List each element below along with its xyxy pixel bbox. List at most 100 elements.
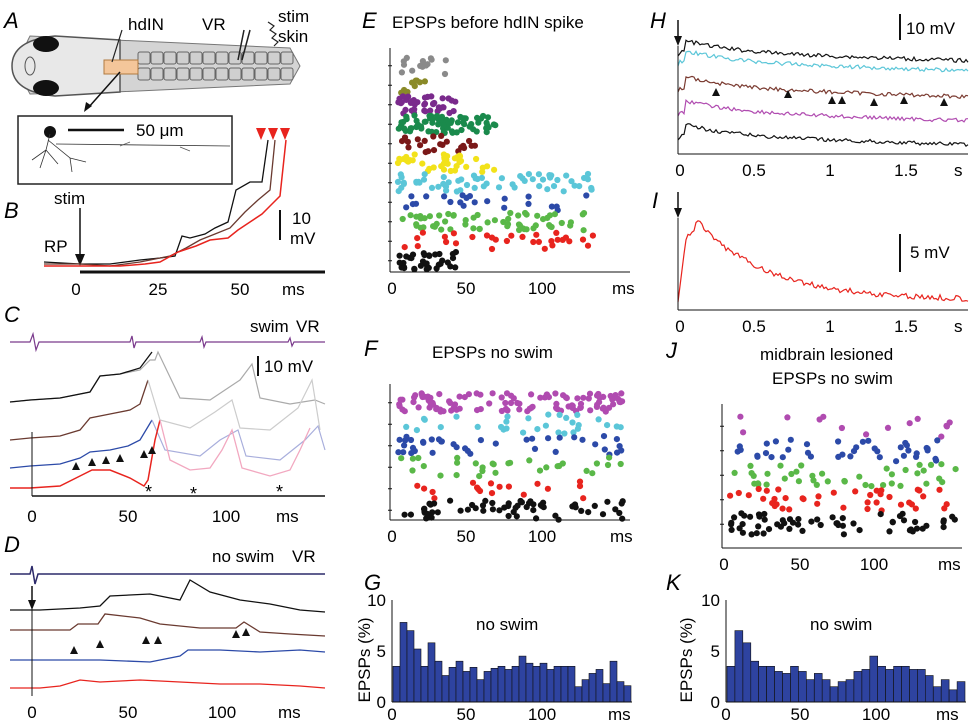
epsp-dot bbox=[489, 460, 496, 467]
histogram-bar bbox=[609, 660, 618, 703]
epsp-dot bbox=[421, 416, 428, 423]
histogram-bar bbox=[829, 686, 839, 703]
epsp-dot bbox=[782, 495, 789, 502]
epsp-dot bbox=[525, 171, 533, 178]
epsp-dot bbox=[528, 404, 535, 411]
tick-i-05: 0.5 bbox=[742, 317, 766, 336]
histogram-bar bbox=[901, 665, 910, 703]
tick-j-100: 100 bbox=[860, 555, 888, 574]
epsp-dot bbox=[589, 232, 597, 239]
epsp-dot bbox=[420, 439, 427, 446]
epsp-dot bbox=[840, 531, 848, 538]
epsp-dot bbox=[768, 454, 775, 461]
epsp-dot bbox=[398, 119, 405, 126]
ytick-g-5: 5 bbox=[377, 642, 386, 661]
epsp-dot bbox=[424, 393, 431, 400]
epsp-dot bbox=[434, 108, 441, 115]
epsp-dot bbox=[613, 436, 621, 443]
epsp-dot bbox=[878, 487, 885, 494]
epsp-dot bbox=[740, 429, 747, 436]
epsp-dot bbox=[897, 444, 904, 451]
histogram-k bbox=[726, 630, 966, 703]
stim-label-b: stim bbox=[54, 189, 85, 208]
epsp-dot bbox=[465, 391, 472, 398]
histogram-bar bbox=[462, 671, 471, 703]
epsp-dot bbox=[798, 462, 805, 469]
unit-c: ms bbox=[276, 507, 299, 526]
epsp-dot bbox=[420, 463, 427, 470]
epsp-dot bbox=[533, 515, 540, 522]
epsp-dot bbox=[447, 263, 454, 270]
epsp-dot bbox=[736, 525, 743, 532]
epsp-dot bbox=[541, 245, 548, 252]
epsp-dot bbox=[484, 198, 491, 205]
epsp-dot bbox=[470, 126, 477, 133]
unit-j: ms bbox=[938, 555, 961, 574]
epsp-dot bbox=[489, 390, 496, 397]
epsp-dot bbox=[888, 471, 896, 478]
epsp-dot bbox=[586, 390, 594, 397]
epsp-dot bbox=[516, 222, 524, 229]
epsp-dot bbox=[505, 483, 512, 490]
epsp-dot bbox=[913, 450, 920, 457]
epsp-dot bbox=[556, 411, 563, 418]
epsp-dot bbox=[399, 215, 406, 223]
epsp-dot bbox=[454, 119, 461, 126]
epsp-dot bbox=[520, 491, 527, 498]
epsp-dot bbox=[889, 518, 896, 526]
epsp-dot bbox=[395, 449, 402, 456]
epsp-dot bbox=[847, 453, 854, 460]
epsp-dot bbox=[567, 222, 574, 229]
panel-i: I 5 mV 0 0.5 1 1.5 s bbox=[652, 188, 969, 336]
epsp-dot bbox=[561, 430, 568, 437]
tick-j-0: 0 bbox=[719, 555, 728, 574]
epsp-dot bbox=[443, 238, 450, 246]
epsp-dot bbox=[436, 250, 443, 258]
epsp-dot bbox=[514, 399, 521, 407]
epsp-dot bbox=[544, 485, 552, 492]
tick-i-15: 1.5 bbox=[894, 317, 918, 336]
epsp-dot bbox=[411, 447, 418, 455]
unit-d: ms bbox=[278, 703, 301, 722]
epsp-dot bbox=[580, 495, 587, 502]
epsp-dot bbox=[422, 149, 429, 156]
epsp-dot bbox=[536, 467, 544, 474]
epsp-dot bbox=[464, 506, 471, 513]
histogram-bar bbox=[413, 648, 422, 703]
epsp-dot bbox=[580, 227, 587, 234]
epsp-dot bbox=[414, 243, 421, 250]
epsp-dot bbox=[606, 404, 613, 411]
epsp-dot bbox=[617, 424, 624, 431]
epsp-dot bbox=[430, 223, 437, 230]
epsp-dot bbox=[523, 436, 530, 443]
panel-b-letter: B bbox=[4, 198, 19, 223]
epsp-dot bbox=[399, 93, 406, 100]
epsp-dot bbox=[452, 240, 460, 247]
epsp-dot bbox=[888, 480, 895, 487]
epsp-dot bbox=[437, 141, 444, 148]
epsp-dot bbox=[487, 480, 495, 487]
epsp-dot bbox=[438, 226, 445, 233]
epsp-dot bbox=[400, 180, 407, 187]
epsp-dot bbox=[519, 233, 526, 240]
epsp-dot bbox=[545, 435, 552, 442]
epsp-dot bbox=[577, 400, 585, 407]
panel-g-label: no swim bbox=[476, 615, 538, 634]
epsp-dot bbox=[466, 137, 473, 145]
epsp-dot bbox=[428, 436, 435, 443]
rp-label: RP bbox=[44, 237, 68, 256]
epsp-dot bbox=[595, 416, 602, 423]
epsp-dot bbox=[473, 155, 480, 163]
panel-d: D no swim VR 0 50 100 ms bbox=[4, 532, 326, 722]
epsp-dot bbox=[431, 495, 438, 502]
epsp-dot bbox=[421, 485, 428, 492]
epsp-dot bbox=[856, 473, 863, 480]
epsp-dot bbox=[496, 507, 503, 514]
epsp-dot bbox=[938, 461, 945, 468]
epsp-dot bbox=[574, 395, 581, 402]
epsp-dot bbox=[447, 167, 454, 175]
tick-c-50: 50 bbox=[119, 507, 138, 526]
panel-j-title-2: EPSPs no swim bbox=[772, 369, 893, 388]
epsp-dot bbox=[471, 142, 478, 149]
epsp-dot bbox=[504, 221, 512, 228]
